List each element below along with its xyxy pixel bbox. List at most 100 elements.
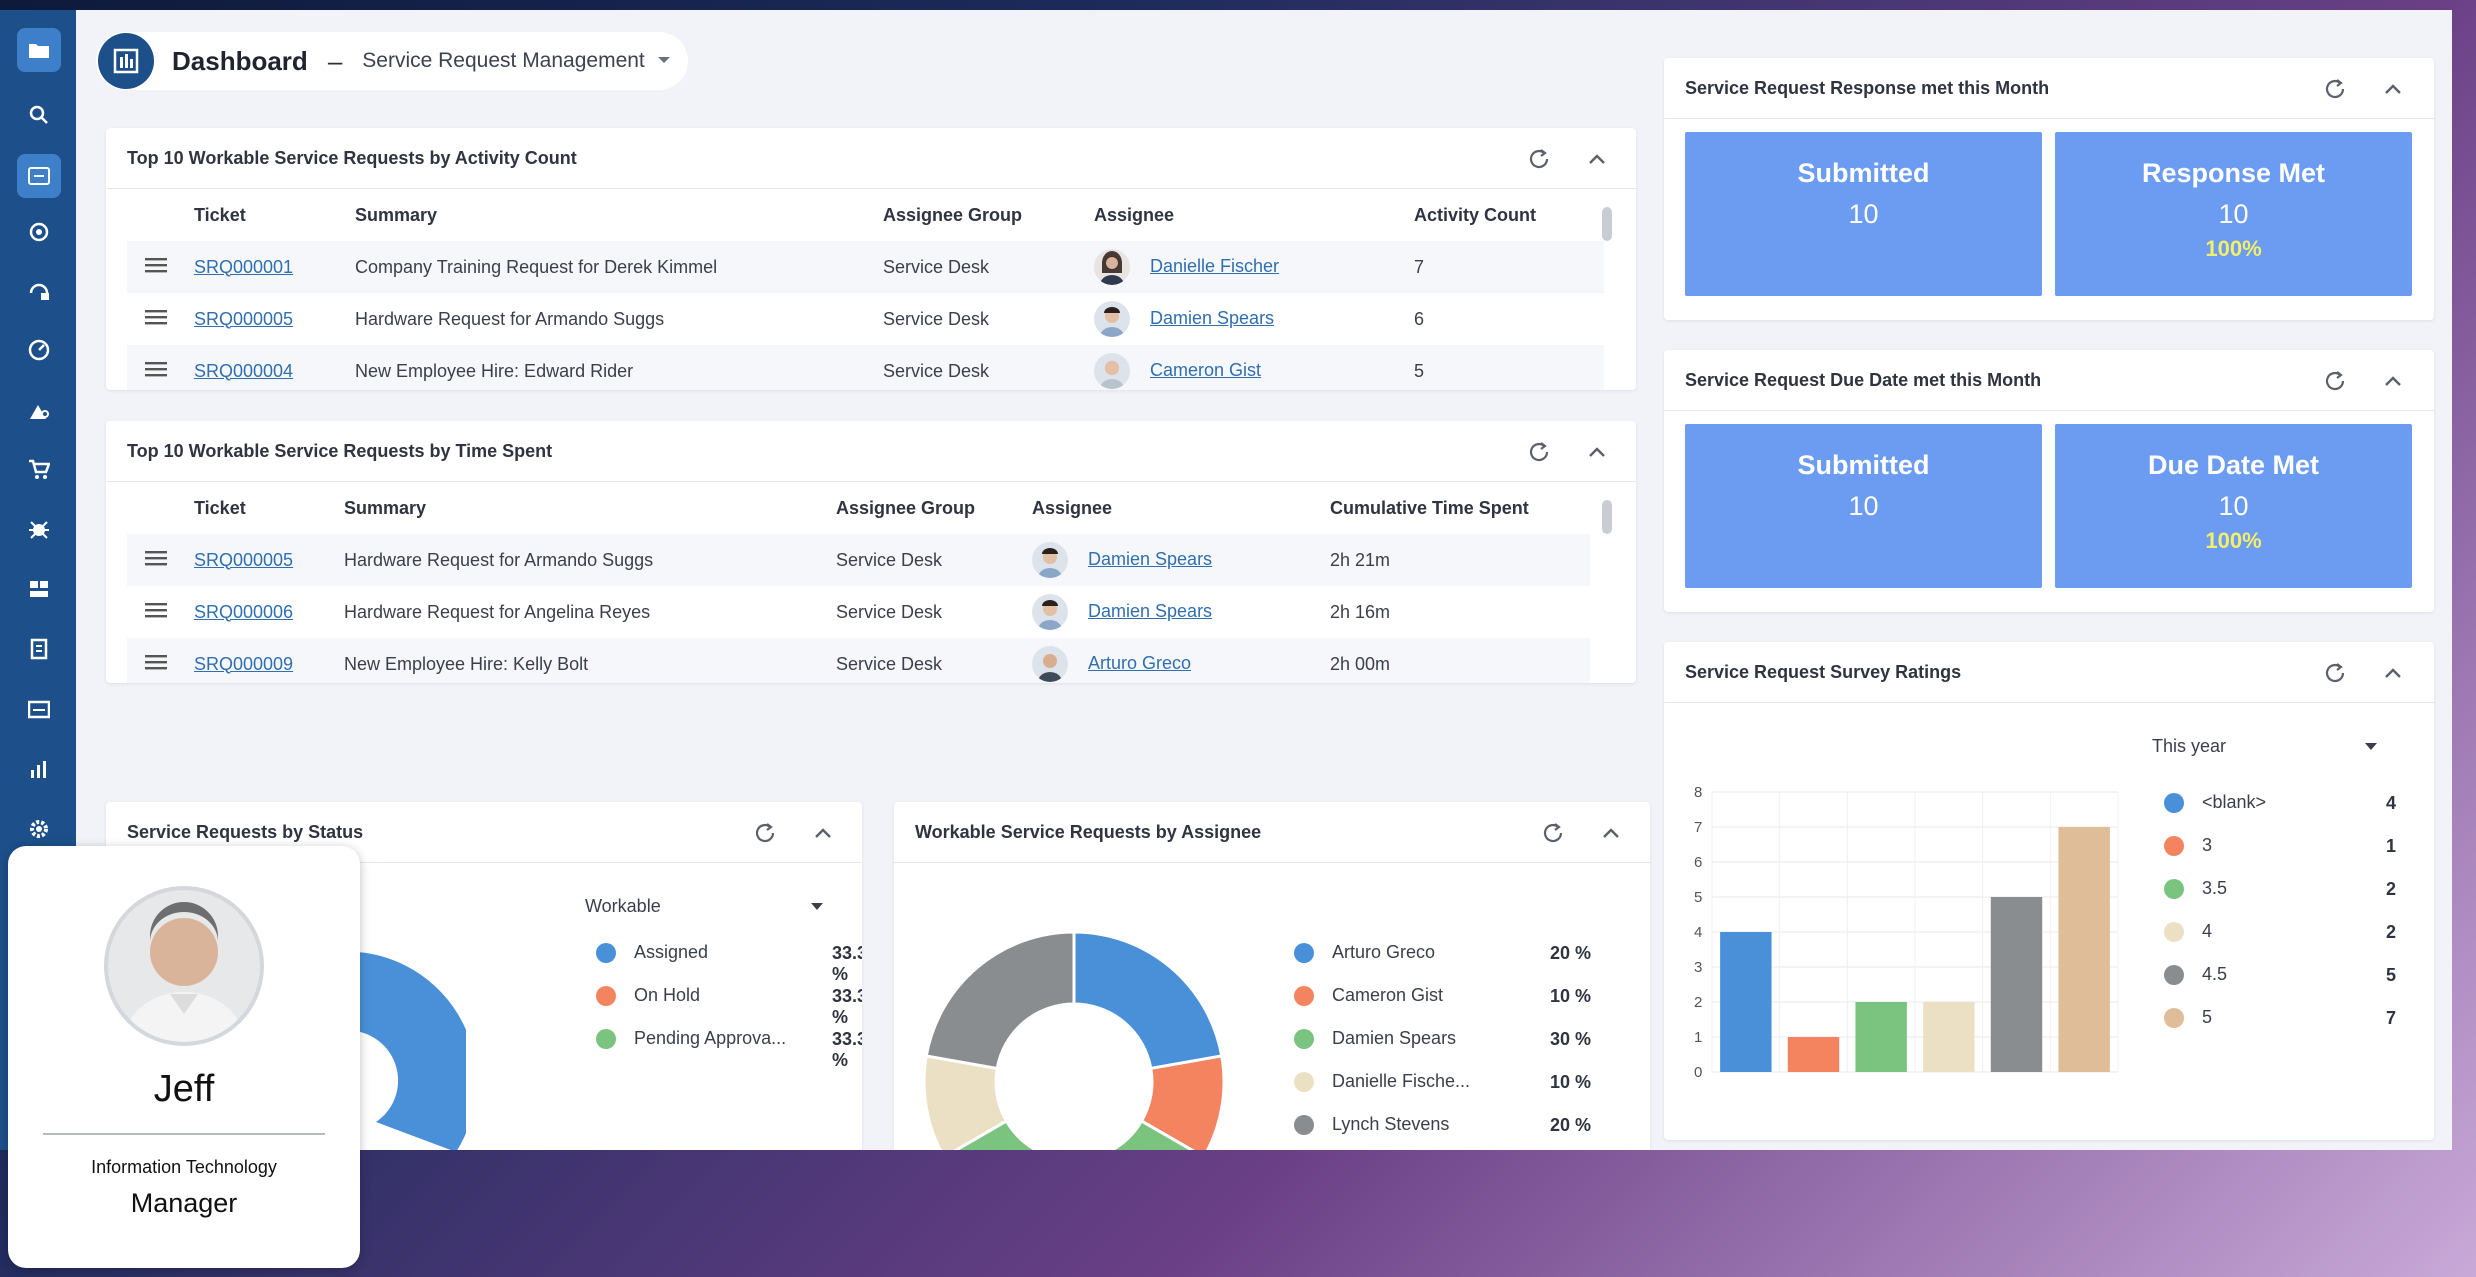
- submitted-tile[interactable]: Submitted 10: [1685, 132, 2042, 296]
- caret-down-icon[interactable]: [810, 902, 824, 912]
- legend-item[interactable]: Lynch Stevens: [1294, 1114, 1449, 1135]
- refresh-icon[interactable]: [2322, 368, 2348, 394]
- asset-icon[interactable]: [17, 388, 61, 432]
- ticket-link[interactable]: SRQ000006: [194, 601, 294, 622]
- gear-icon[interactable]: [17, 807, 61, 851]
- row-menu-icon[interactable]: [145, 257, 169, 273]
- row-menu-icon[interactable]: [145, 361, 169, 377]
- row-menu-icon[interactable]: [145, 550, 169, 566]
- reports-chart-icon[interactable]: [17, 747, 61, 791]
- row-menu-icon[interactable]: [145, 309, 169, 325]
- collapse-chevron-icon[interactable]: [2380, 76, 2406, 102]
- assignee-link[interactable]: Cameron Gist: [1150, 359, 1262, 380]
- donut-slice-2[interactable]: [944, 1118, 1204, 1150]
- legend-item[interactable]: Danielle Fische...: [1294, 1071, 1470, 1092]
- donut-slice-0[interactable]: [1072, 932, 1224, 1071]
- col-assignee[interactable]: Assignee: [1094, 204, 1175, 225]
- col-time-spent[interactable]: Cumulative Time Spent: [1330, 497, 1529, 518]
- assignee-link[interactable]: Arturo Greco: [1088, 652, 1192, 673]
- caret-down-icon[interactable]: [657, 52, 671, 70]
- refresh-icon[interactable]: [1526, 146, 1552, 172]
- refresh-icon[interactable]: [752, 820, 778, 846]
- legend-item[interactable]: Pending Approva...: [596, 1028, 786, 1049]
- assignee-link[interactable]: Damien Spears: [1088, 600, 1213, 621]
- change-icon[interactable]: [17, 268, 61, 312]
- legend-item[interactable]: 3.5: [2164, 878, 2227, 899]
- table-row[interactable]: SRQ000005 Hardware Request for Armando S…: [127, 534, 1590, 586]
- legend-item[interactable]: 5: [2164, 1007, 2212, 1028]
- dashboard-breadcrumb: Dashboard – Service Request Management: [96, 32, 688, 90]
- col-assignee[interactable]: Assignee: [1032, 497, 1113, 518]
- collapse-chevron-icon[interactable]: [1584, 439, 1610, 465]
- table-row[interactable]: SRQ000006 Hardware Request for Angelina …: [127, 586, 1590, 638]
- ticket-icon[interactable]: [17, 154, 61, 198]
- assignee-link[interactable]: Damien Spears: [1150, 307, 1275, 328]
- scrollbar-thumb[interactable]: [1602, 207, 1612, 241]
- donut-slice-1[interactable]: [1139, 1054, 1226, 1150]
- collapse-chevron-icon[interactable]: [1598, 820, 1624, 846]
- collapse-chevron-icon[interactable]: [2380, 368, 2406, 394]
- bar-2[interactable]: [1855, 1002, 1907, 1072]
- table-row[interactable]: SRQ000001 Company Training Request for D…: [127, 241, 1604, 293]
- folder-icon[interactable]: [17, 28, 61, 72]
- search-icon[interactable]: [17, 93, 61, 137]
- bar-3[interactable]: [1923, 1002, 1975, 1072]
- cart-icon[interactable]: [17, 447, 61, 491]
- survey-period-select[interactable]: This year: [2152, 736, 2226, 757]
- submitted-tile[interactable]: Submitted 10: [1685, 424, 2042, 588]
- bar-1[interactable]: [1787, 1037, 1840, 1072]
- collapse-chevron-icon[interactable]: [810, 820, 836, 846]
- bug-icon[interactable]: [17, 507, 61, 551]
- legend-item[interactable]: Arturo Greco: [1294, 942, 1435, 963]
- service-icon[interactable]: [17, 210, 61, 254]
- legend-item[interactable]: 4: [2164, 921, 2212, 942]
- knowledge-icon[interactable]: [17, 567, 61, 611]
- collapse-chevron-icon[interactable]: [1584, 146, 1610, 172]
- col-assignee-group[interactable]: Assignee Group: [883, 204, 1023, 225]
- folder-open-icon[interactable]: [17, 687, 61, 731]
- assignee-link[interactable]: Danielle Fischer: [1150, 255, 1280, 276]
- ticket-link[interactable]: SRQ000004: [194, 360, 294, 381]
- col-ticket[interactable]: Ticket: [194, 497, 246, 518]
- scrollbar-thumb[interactable]: [1602, 500, 1612, 534]
- col-activity-count[interactable]: Activity Count: [1414, 204, 1537, 225]
- row-menu-icon[interactable]: [145, 654, 169, 670]
- bar-4[interactable]: [1990, 897, 2043, 1072]
- due-date-met-tile[interactable]: Due Date Met 10 100%: [2055, 424, 2412, 588]
- table-row[interactable]: SRQ000009 New Employee Hire: Kelly Bolt …: [127, 638, 1590, 683]
- donut-slice-4[interactable]: [924, 932, 1076, 1071]
- status-filter-select[interactable]: Workable: [585, 896, 661, 917]
- refresh-icon[interactable]: [1540, 820, 1566, 846]
- ticket-link[interactable]: SRQ000009: [194, 653, 294, 674]
- ticket-link[interactable]: SRQ000005: [194, 549, 294, 570]
- table-row[interactable]: SRQ000005 Hardware Request for Armando S…: [127, 293, 1604, 345]
- legend-item[interactable]: Assigned: [596, 942, 708, 963]
- ticket-link[interactable]: SRQ000005: [194, 308, 294, 329]
- legend-item[interactable]: <blank>: [2164, 792, 2266, 813]
- dashboard-gauge-icon[interactable]: [17, 328, 61, 372]
- assignee-link[interactable]: Damien Spears: [1088, 548, 1213, 569]
- col-assignee-group[interactable]: Assignee Group: [836, 497, 976, 518]
- survey-card-title: Service Request Survey Ratings: [1685, 661, 1962, 682]
- col-summary[interactable]: Summary: [355, 204, 438, 225]
- building-icon[interactable]: [17, 627, 61, 671]
- legend-item[interactable]: 3: [2164, 835, 2212, 856]
- dashboard-selector[interactable]: Service Request Management: [362, 49, 645, 72]
- row-menu-icon[interactable]: [145, 602, 169, 618]
- legend-item[interactable]: On Hold: [596, 985, 700, 1006]
- refresh-icon[interactable]: [2322, 76, 2348, 102]
- bar-0[interactable]: [1720, 932, 1772, 1072]
- col-summary[interactable]: Summary: [344, 497, 427, 518]
- col-ticket[interactable]: Ticket: [194, 204, 246, 225]
- ticket-link[interactable]: SRQ000001: [194, 256, 294, 277]
- response-met-tile[interactable]: Response Met 10 100%: [2055, 132, 2412, 296]
- legend-item[interactable]: Damien Spears: [1294, 1028, 1456, 1049]
- refresh-icon[interactable]: [2322, 660, 2348, 686]
- legend-item[interactable]: Cameron Gist: [1294, 985, 1443, 1006]
- legend-item[interactable]: 4.5: [2164, 964, 2227, 985]
- refresh-icon[interactable]: [1526, 439, 1552, 465]
- table-row[interactable]: SRQ000004 New Employee Hire: Edward Ride…: [127, 345, 1604, 390]
- collapse-chevron-icon[interactable]: [2380, 660, 2406, 686]
- caret-down-icon[interactable]: [2364, 742, 2378, 752]
- bar-5[interactable]: [2058, 827, 2110, 1072]
